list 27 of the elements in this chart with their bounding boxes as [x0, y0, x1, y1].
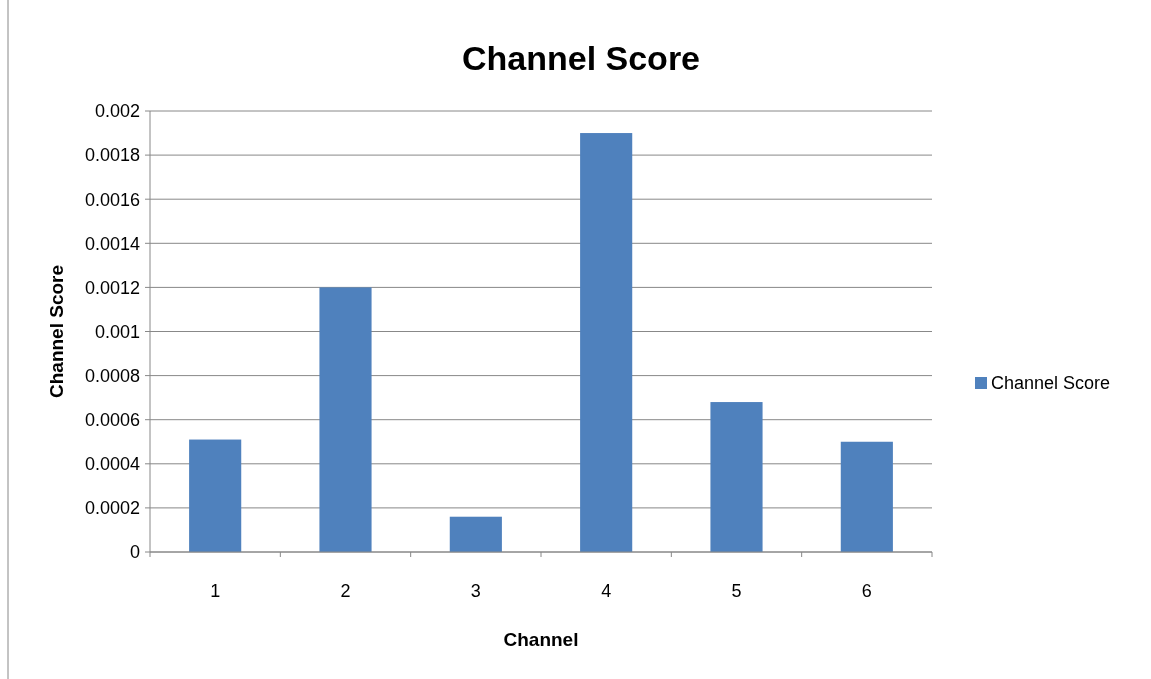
y-tick-label: 0.0002: [84, 498, 140, 519]
y-tick-label: 0.0014: [84, 233, 140, 254]
y-tick-label: 0.0008: [84, 365, 140, 386]
y-tick-label: 0.0016: [84, 189, 140, 210]
y-tick-label: 0: [129, 542, 140, 563]
y-tick-label: 0.0018: [84, 145, 140, 166]
x-tick-label: 1: [210, 581, 221, 601]
x-tick-label: 2: [340, 581, 351, 601]
chart-title: Channel Score: [461, 39, 701, 77]
bar: [710, 402, 763, 552]
y-tick-label: 0.0004: [84, 454, 140, 475]
y-axis-title: Channel Score: [46, 264, 67, 399]
x-tick-label: 4: [601, 581, 612, 601]
bar: [840, 441, 893, 552]
x-tick-label: 3: [470, 581, 481, 601]
x-axis-title: Channel: [503, 629, 579, 650]
x-tick-label: 5: [731, 581, 742, 601]
y-tick-label: 0.001: [94, 321, 140, 342]
y-tick-label: 0.0012: [84, 277, 140, 298]
x-tick-label: 6: [861, 581, 872, 601]
bar: [580, 133, 633, 552]
bar: [449, 516, 502, 552]
y-tick-label: 0.0006: [84, 410, 140, 430]
y-tick-label: 0.002: [94, 101, 140, 122]
legend-label: Channel Score: [991, 373, 1111, 394]
bar: [319, 287, 372, 552]
bar: [189, 439, 242, 552]
